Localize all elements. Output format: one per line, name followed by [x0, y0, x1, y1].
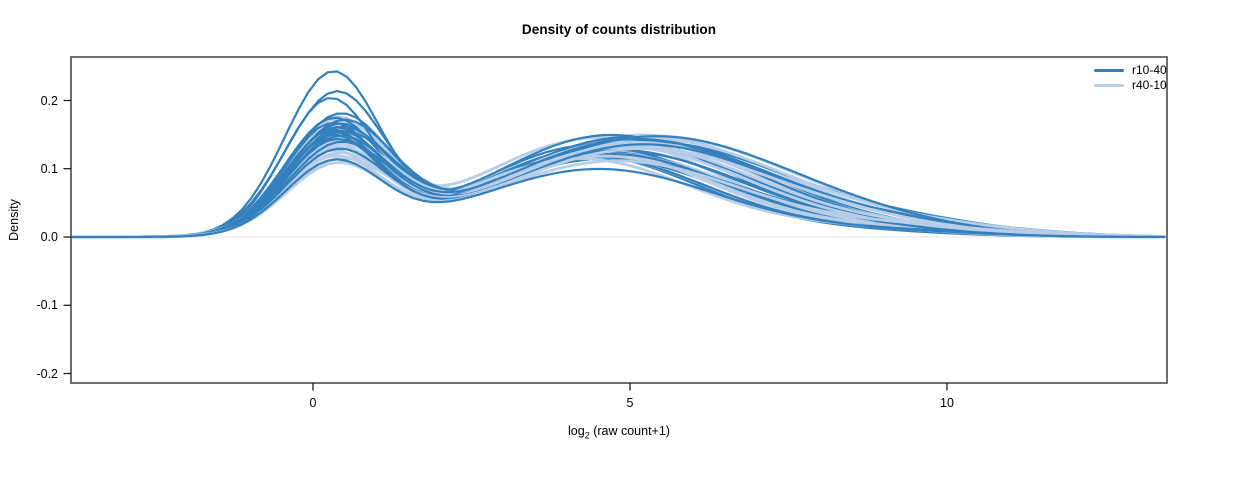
- legend-line-swatch-dark: [1094, 69, 1124, 72]
- legend-item: r10-40: [1094, 63, 1167, 78]
- legend-label: r40-10: [1132, 78, 1167, 92]
- x-tick-label: 0: [309, 396, 317, 410]
- x-axis-label-prefix: log: [568, 424, 585, 438]
- x-axis-label: log2 (raw count+1): [519, 424, 719, 441]
- legend-label: r10-40: [1132, 63, 1167, 77]
- legend: r10-40 r40-10: [1094, 63, 1167, 93]
- y-tick-label: -0.2: [36, 366, 58, 381]
- y-axis-label: Density: [7, 199, 21, 241]
- y-axis-ticks: [63, 99, 71, 375]
- x-axis-label-suffix: (raw count+1): [589, 424, 670, 438]
- density-curves-group: [71, 70, 1166, 239]
- x-axis-ticks: [312, 383, 948, 391]
- legend-item: r40-10: [1094, 78, 1167, 93]
- plot-border: [70, 56, 1168, 384]
- y-tick-label: -0.1: [36, 298, 58, 313]
- density-curve-r10-40: [71, 158, 1166, 239]
- legend-line-swatch-light: [1094, 84, 1124, 87]
- x-tick-label: 5: [626, 396, 634, 410]
- y-tick-label: 0.0: [40, 230, 58, 244]
- x-axis-label-subscript: 2: [584, 430, 590, 441]
- y-tick-label: 0.2: [40, 93, 58, 108]
- y-tick-label: 0.1: [40, 161, 58, 176]
- chart-title: Density of counts distribution: [521, 22, 717, 37]
- x-tick-label: 10: [940, 396, 954, 410]
